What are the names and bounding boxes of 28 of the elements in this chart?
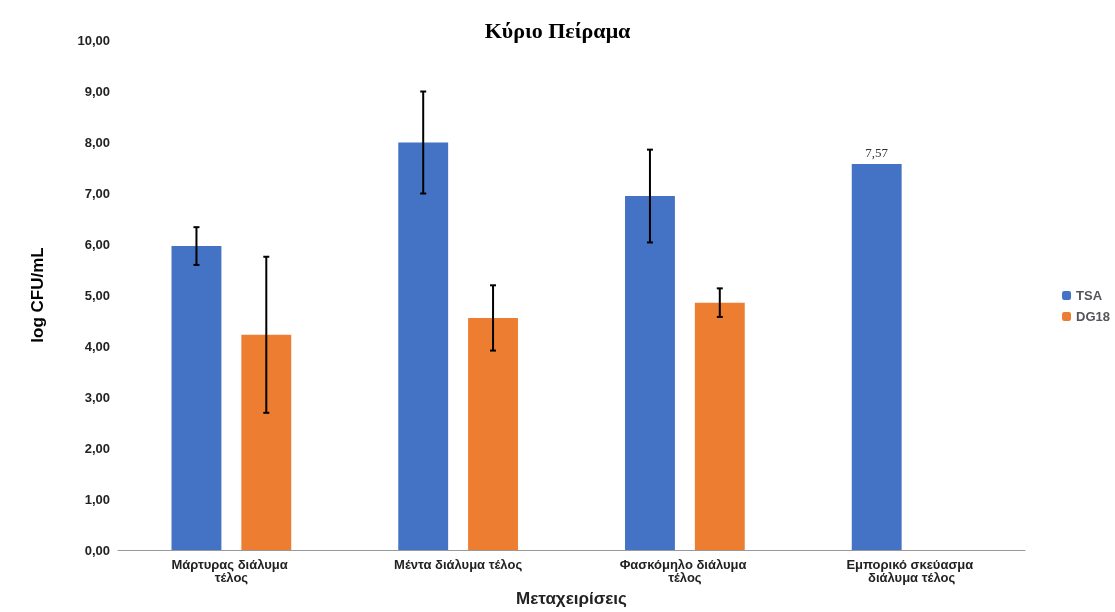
y-tick-label: 3,00 bbox=[84, 389, 110, 405]
x-tick-label: Εμπορικό σκεύασμα διάλυμα τέλος bbox=[846, 557, 977, 585]
x-tick-label: Μάρτυρας διάλυμα τέλος bbox=[171, 557, 292, 585]
y-tick-label: 9,00 bbox=[84, 83, 110, 99]
bar bbox=[625, 196, 675, 550]
y-tick-label: 5,00 bbox=[84, 287, 110, 303]
bar bbox=[468, 317, 518, 550]
y-axis-title: log CFU/mL bbox=[28, 247, 47, 343]
y-tick-label: 6,00 bbox=[84, 236, 110, 252]
y-tick-label: 8,00 bbox=[84, 134, 110, 150]
bar bbox=[694, 302, 745, 550]
bar bbox=[851, 163, 902, 550]
bar bbox=[398, 142, 449, 550]
x-tick-label: Φασκόμηλο διάλυμα τέλος bbox=[619, 557, 751, 585]
x-tick-label: Μέντα διάλυμα τέλος bbox=[394, 557, 523, 572]
x-axis-title: Μεταχειρίσεις bbox=[516, 589, 628, 608]
y-tick-label: 0,00 bbox=[84, 542, 110, 558]
bar bbox=[171, 246, 222, 550]
y-tick-label: 10,00 bbox=[77, 32, 110, 48]
bar bbox=[241, 334, 292, 550]
chart-title: Κύριο Πείραμα bbox=[484, 17, 632, 43]
legend-label: DG18 bbox=[1076, 309, 1111, 324]
y-tick-label: 7,00 bbox=[84, 185, 110, 201]
y-tick-label: 4,00 bbox=[84, 338, 110, 354]
legend-label: TSA bbox=[1076, 288, 1103, 303]
data-label: 7,57 bbox=[865, 144, 889, 160]
y-tick-label: 2,00 bbox=[84, 440, 110, 456]
y-tick-label: 1,00 bbox=[84, 491, 110, 507]
